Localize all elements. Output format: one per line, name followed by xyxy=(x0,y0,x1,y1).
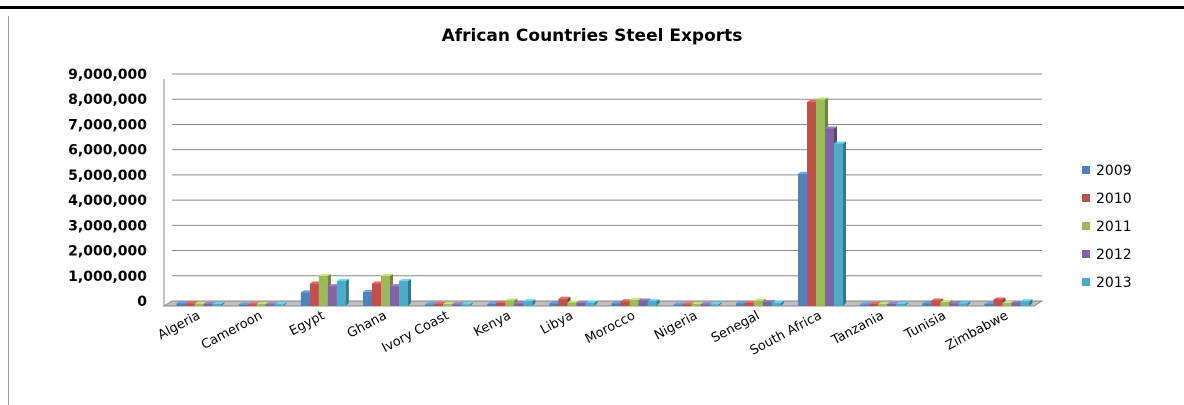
legend-label: 2013 xyxy=(1096,275,1132,291)
x-tick-label: Kenya xyxy=(471,308,513,340)
legend: 2009 2010 2011 2012 2013 xyxy=(1082,163,1132,291)
y-tick-label: 4,000,000 xyxy=(68,193,147,209)
legend-swatch xyxy=(1082,194,1090,202)
bar xyxy=(958,301,971,306)
x-tick-label: Algeria xyxy=(156,308,203,343)
bar xyxy=(1020,299,1033,306)
y-tick-label: 1,000,000 xyxy=(68,269,147,285)
x-tick-label: Zimbabwe xyxy=(943,308,1010,353)
bar xyxy=(647,299,660,306)
bar xyxy=(523,299,536,306)
gridlines xyxy=(172,73,1042,302)
y-tick-label: 7,000,000 xyxy=(68,117,147,133)
bar xyxy=(461,302,474,306)
legend-swatch xyxy=(1082,278,1090,286)
y-tick-label: 2,000,000 xyxy=(68,244,147,260)
chart-title: African Countries Steel Exports xyxy=(442,26,743,46)
x-tick-label: Tanzania xyxy=(829,308,887,348)
top-border-line xyxy=(0,6,1184,9)
bar xyxy=(585,300,598,306)
legend-label: 2011 xyxy=(1096,219,1132,235)
x-tick-label: Cameroon xyxy=(199,308,265,353)
floor-plane xyxy=(162,300,1044,307)
legend-swatch xyxy=(1082,166,1090,174)
y-tick-label: 8,000,000 xyxy=(68,92,147,108)
y-tick-label: 0 xyxy=(137,294,147,310)
y-tick-label: 6,000,000 xyxy=(68,143,147,159)
x-tick-label: Morocco xyxy=(583,308,638,347)
bar xyxy=(212,301,225,306)
y-axis-ticks: 0 1,000,000 2,000,000 3,000,000 4,000,000 5,0… xyxy=(68,67,147,310)
x-tick-label: Tunisia xyxy=(902,308,949,343)
legend-swatch xyxy=(1082,222,1090,230)
y-tick-label: 9,000,000 xyxy=(68,67,147,83)
x-tick-label: Nigeria xyxy=(652,308,700,343)
x-tick-label: Senegal xyxy=(709,308,762,346)
x-tick-label: Libya xyxy=(538,308,576,338)
bar xyxy=(771,300,784,306)
legend-label: 2012 xyxy=(1096,247,1132,263)
x-tick-label: Ivory Coast xyxy=(380,308,452,356)
y-tick-label: 5,000,000 xyxy=(68,168,147,184)
legend-label: 2010 xyxy=(1096,191,1132,207)
y-tick-label: 3,000,000 xyxy=(68,218,147,234)
bar xyxy=(896,301,909,306)
bar xyxy=(834,141,846,306)
legend-swatch xyxy=(1082,250,1090,258)
bar xyxy=(709,302,722,306)
x-tick-label: Egypt xyxy=(287,308,327,339)
bar xyxy=(274,302,287,306)
x-tick-label: Ghana xyxy=(345,308,390,341)
legend-label: 2009 xyxy=(1096,163,1132,179)
left-border-line xyxy=(8,16,9,405)
bar xyxy=(336,279,349,306)
chart-floor xyxy=(162,79,1044,307)
bars xyxy=(176,97,1033,306)
bar xyxy=(399,279,411,306)
